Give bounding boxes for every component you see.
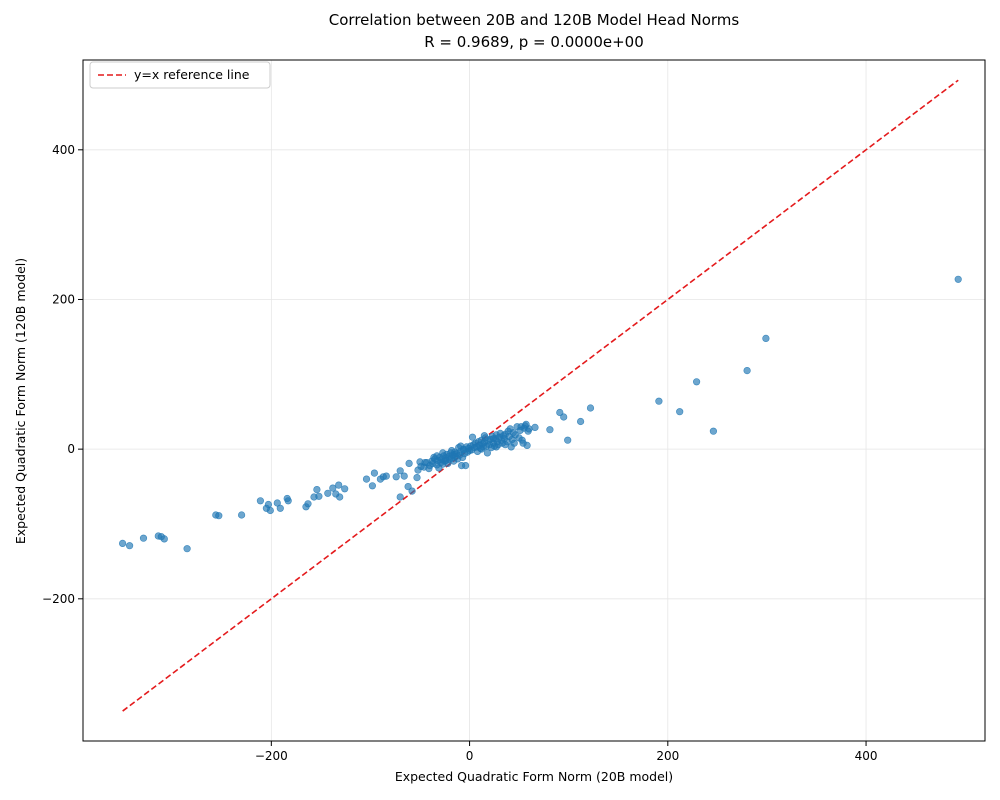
y-tick-label: 200 (52, 292, 75, 306)
x-tick-label: −200 (255, 749, 288, 763)
y-tick-label: −200 (42, 592, 75, 606)
data-point (692, 378, 701, 386)
data-point (531, 423, 539, 432)
data-point (324, 489, 332, 497)
data-point (362, 475, 371, 483)
data-point (439, 449, 447, 457)
data-point (396, 467, 404, 475)
x-tick-label: 400 (855, 749, 878, 763)
data-point (382, 472, 390, 480)
data-point (586, 404, 595, 412)
data-point (576, 417, 585, 426)
data-point (510, 439, 518, 447)
y-tick-label: 0 (67, 442, 75, 456)
data-point (273, 499, 281, 507)
data-point (451, 450, 459, 459)
data-point (525, 425, 533, 433)
y-axis: −200 0 200 400 (42, 143, 83, 606)
data-point (368, 482, 377, 490)
x-tick-label: 0 (466, 749, 474, 763)
x-axis-label: Expected Quadratic Form Norm (20B model) (395, 769, 673, 784)
data-point (341, 485, 349, 493)
plot-frame (82, 59, 986, 742)
data-point (304, 500, 312, 508)
data-point (392, 473, 400, 481)
data-point (489, 435, 498, 443)
data-point (405, 459, 413, 468)
grid (83, 60, 985, 741)
reference-line (122, 79, 959, 712)
data-point (676, 408, 684, 416)
data-point (762, 334, 770, 343)
data-point (160, 535, 168, 543)
data-point (118, 539, 127, 548)
data-point (477, 445, 486, 453)
data-point (421, 459, 429, 467)
data-point (256, 497, 265, 505)
data-point (460, 445, 468, 453)
data-point (262, 504, 271, 512)
data-point (336, 493, 344, 501)
data-point (560, 413, 568, 421)
data-point (556, 408, 564, 417)
data-point (329, 484, 337, 492)
data-point (215, 512, 223, 520)
data-point (183, 545, 191, 553)
data-point (396, 493, 404, 501)
data-point (126, 542, 134, 550)
legend-label: y=x reference line (134, 67, 250, 82)
data-point (462, 462, 470, 470)
data-point (546, 426, 554, 434)
y-tick-label: 400 (52, 143, 75, 157)
data-point (284, 497, 292, 505)
data-point (468, 433, 477, 441)
data-point (709, 427, 718, 435)
data-point (523, 441, 531, 450)
chart-subtitle: R = 0.9689, p = 0.0000e+00 (424, 33, 644, 51)
reference-line-layer (122, 79, 959, 712)
data-point (408, 487, 416, 495)
data-point (238, 511, 246, 519)
data-point (276, 504, 284, 512)
data-point (335, 481, 343, 489)
data-point (564, 436, 572, 444)
data-point (743, 367, 751, 375)
legend-box (89, 61, 271, 89)
data-point (433, 452, 441, 460)
data-point (954, 275, 962, 283)
data-point (370, 469, 379, 477)
x-tick-label: 200 (656, 749, 679, 763)
data-point (139, 534, 148, 542)
data-point (492, 443, 500, 451)
data-point (404, 483, 412, 491)
chart-title: Correlation between 20B and 120B Model H… (329, 11, 740, 29)
legend: y=x reference line (89, 61, 271, 89)
points-layer (118, 275, 962, 553)
data-point (400, 472, 408, 480)
data-point (315, 492, 323, 500)
x-axis: −200 0 200 400 (255, 741, 878, 763)
data-point (483, 449, 492, 457)
data-point (413, 474, 421, 482)
data-point (480, 432, 489, 440)
data-point (442, 456, 450, 465)
data-point (313, 486, 321, 494)
data-point (655, 397, 663, 405)
y-axis-label: Expected Quadratic Form Norm (120B model… (13, 258, 28, 544)
data-point (501, 441, 509, 449)
